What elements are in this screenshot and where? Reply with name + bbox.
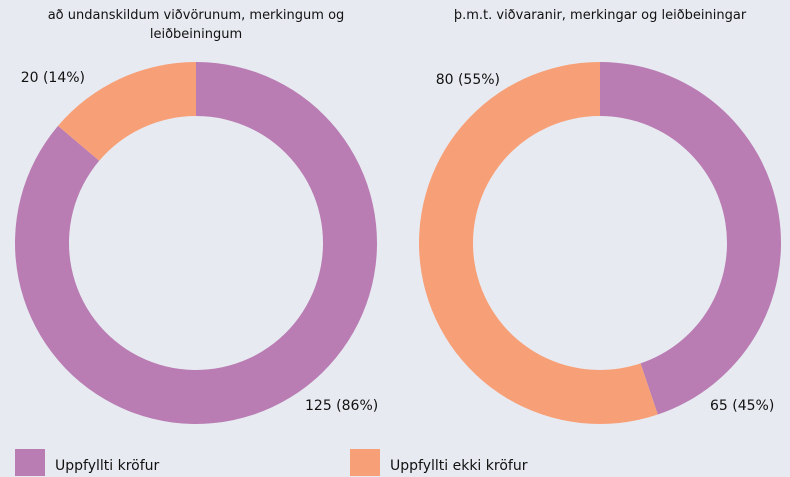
donut-slice (58, 62, 196, 161)
legend-swatch (350, 449, 380, 476)
chart-title: að undanskildum viðvörunum, merkingum og… (47, 8, 345, 42)
donut-slice (14, 62, 377, 424)
legend-swatch (15, 449, 45, 476)
data-label: 20 (14%) (21, 70, 85, 86)
legend-label: Uppfyllti ekki kröfur (390, 458, 528, 474)
donut-slice (419, 62, 658, 424)
data-label: 125 (86%) (305, 398, 378, 414)
legend-label: Uppfyllti kröfur (55, 458, 160, 474)
data-label: 80 (55%) (436, 72, 500, 88)
data-label: 65 (45%) (710, 398, 774, 414)
chart-title: þ.m.t. viðvaranir, merkingar og leiðbein… (453, 8, 747, 23)
donut-slice (600, 62, 782, 415)
